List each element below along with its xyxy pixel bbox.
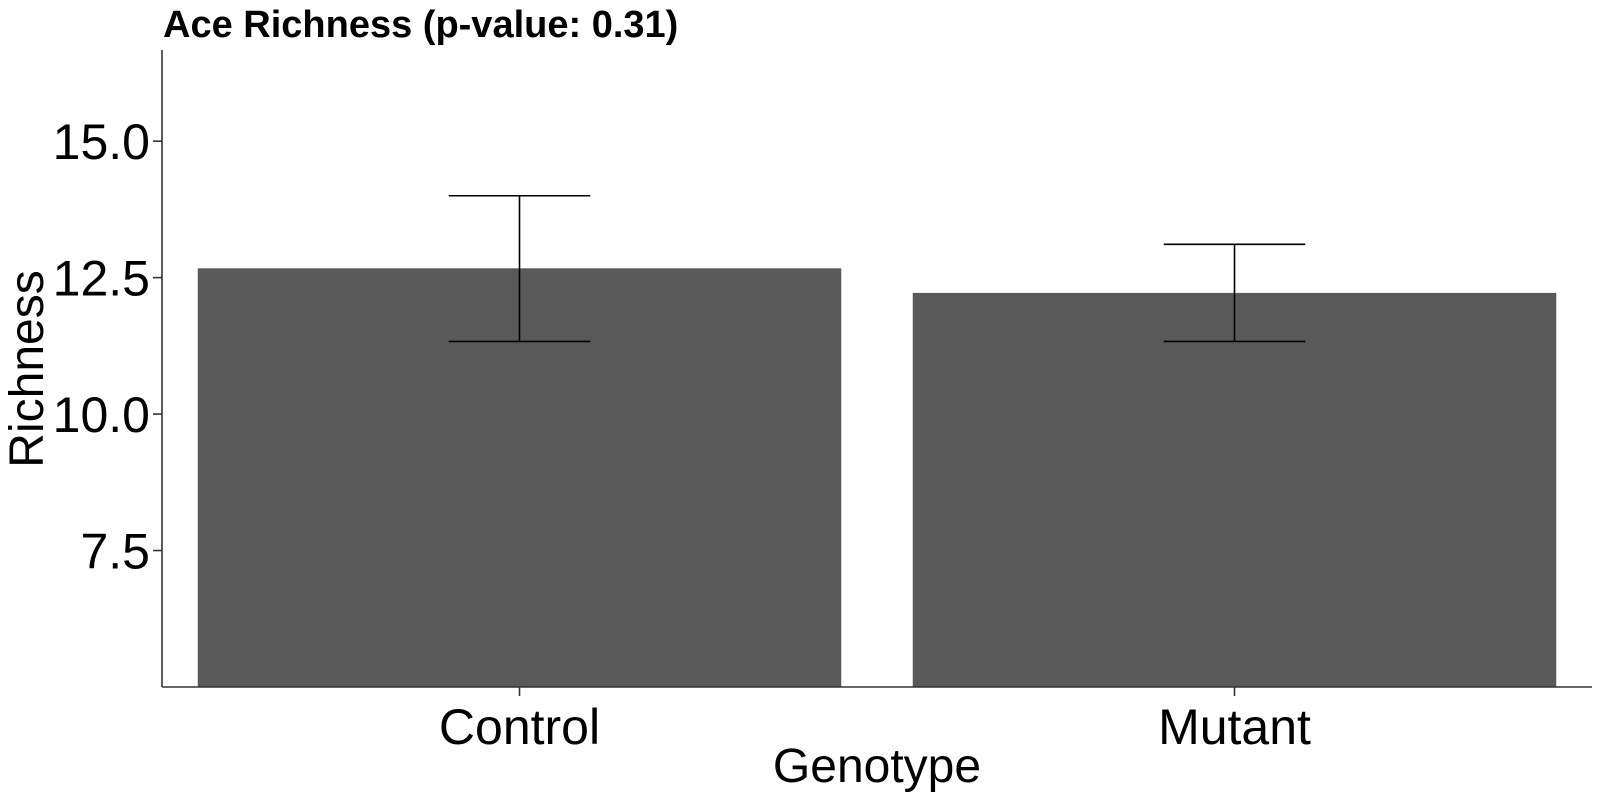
x-ticks-layer: Control Mutant <box>439 687 1311 755</box>
error-bars-layer <box>448 194 1306 343</box>
bars-layer <box>197 268 1557 687</box>
y-axis-title: Richness <box>1 270 54 467</box>
y-tick-label: 12.5 <box>53 251 150 307</box>
error-bar-control <box>448 194 591 343</box>
x-tick-label-control: Control <box>439 699 600 755</box>
y-tick-label: 10.0 <box>53 387 150 443</box>
y-tick-label: 15.0 <box>53 114 150 170</box>
error-bar-mutant <box>1163 243 1306 343</box>
y-tick-label: 7.5 <box>80 524 150 580</box>
bar-mutant <box>912 292 1557 687</box>
y-ticks-layer: 7.5 10.0 12.5 15.0 <box>53 114 162 580</box>
x-axis-title: Genotype <box>773 740 981 793</box>
chart-title: Ace Richness (p-value: 0.31) <box>163 4 678 46</box>
x-tick-label-mutant: Mutant <box>1158 699 1311 755</box>
